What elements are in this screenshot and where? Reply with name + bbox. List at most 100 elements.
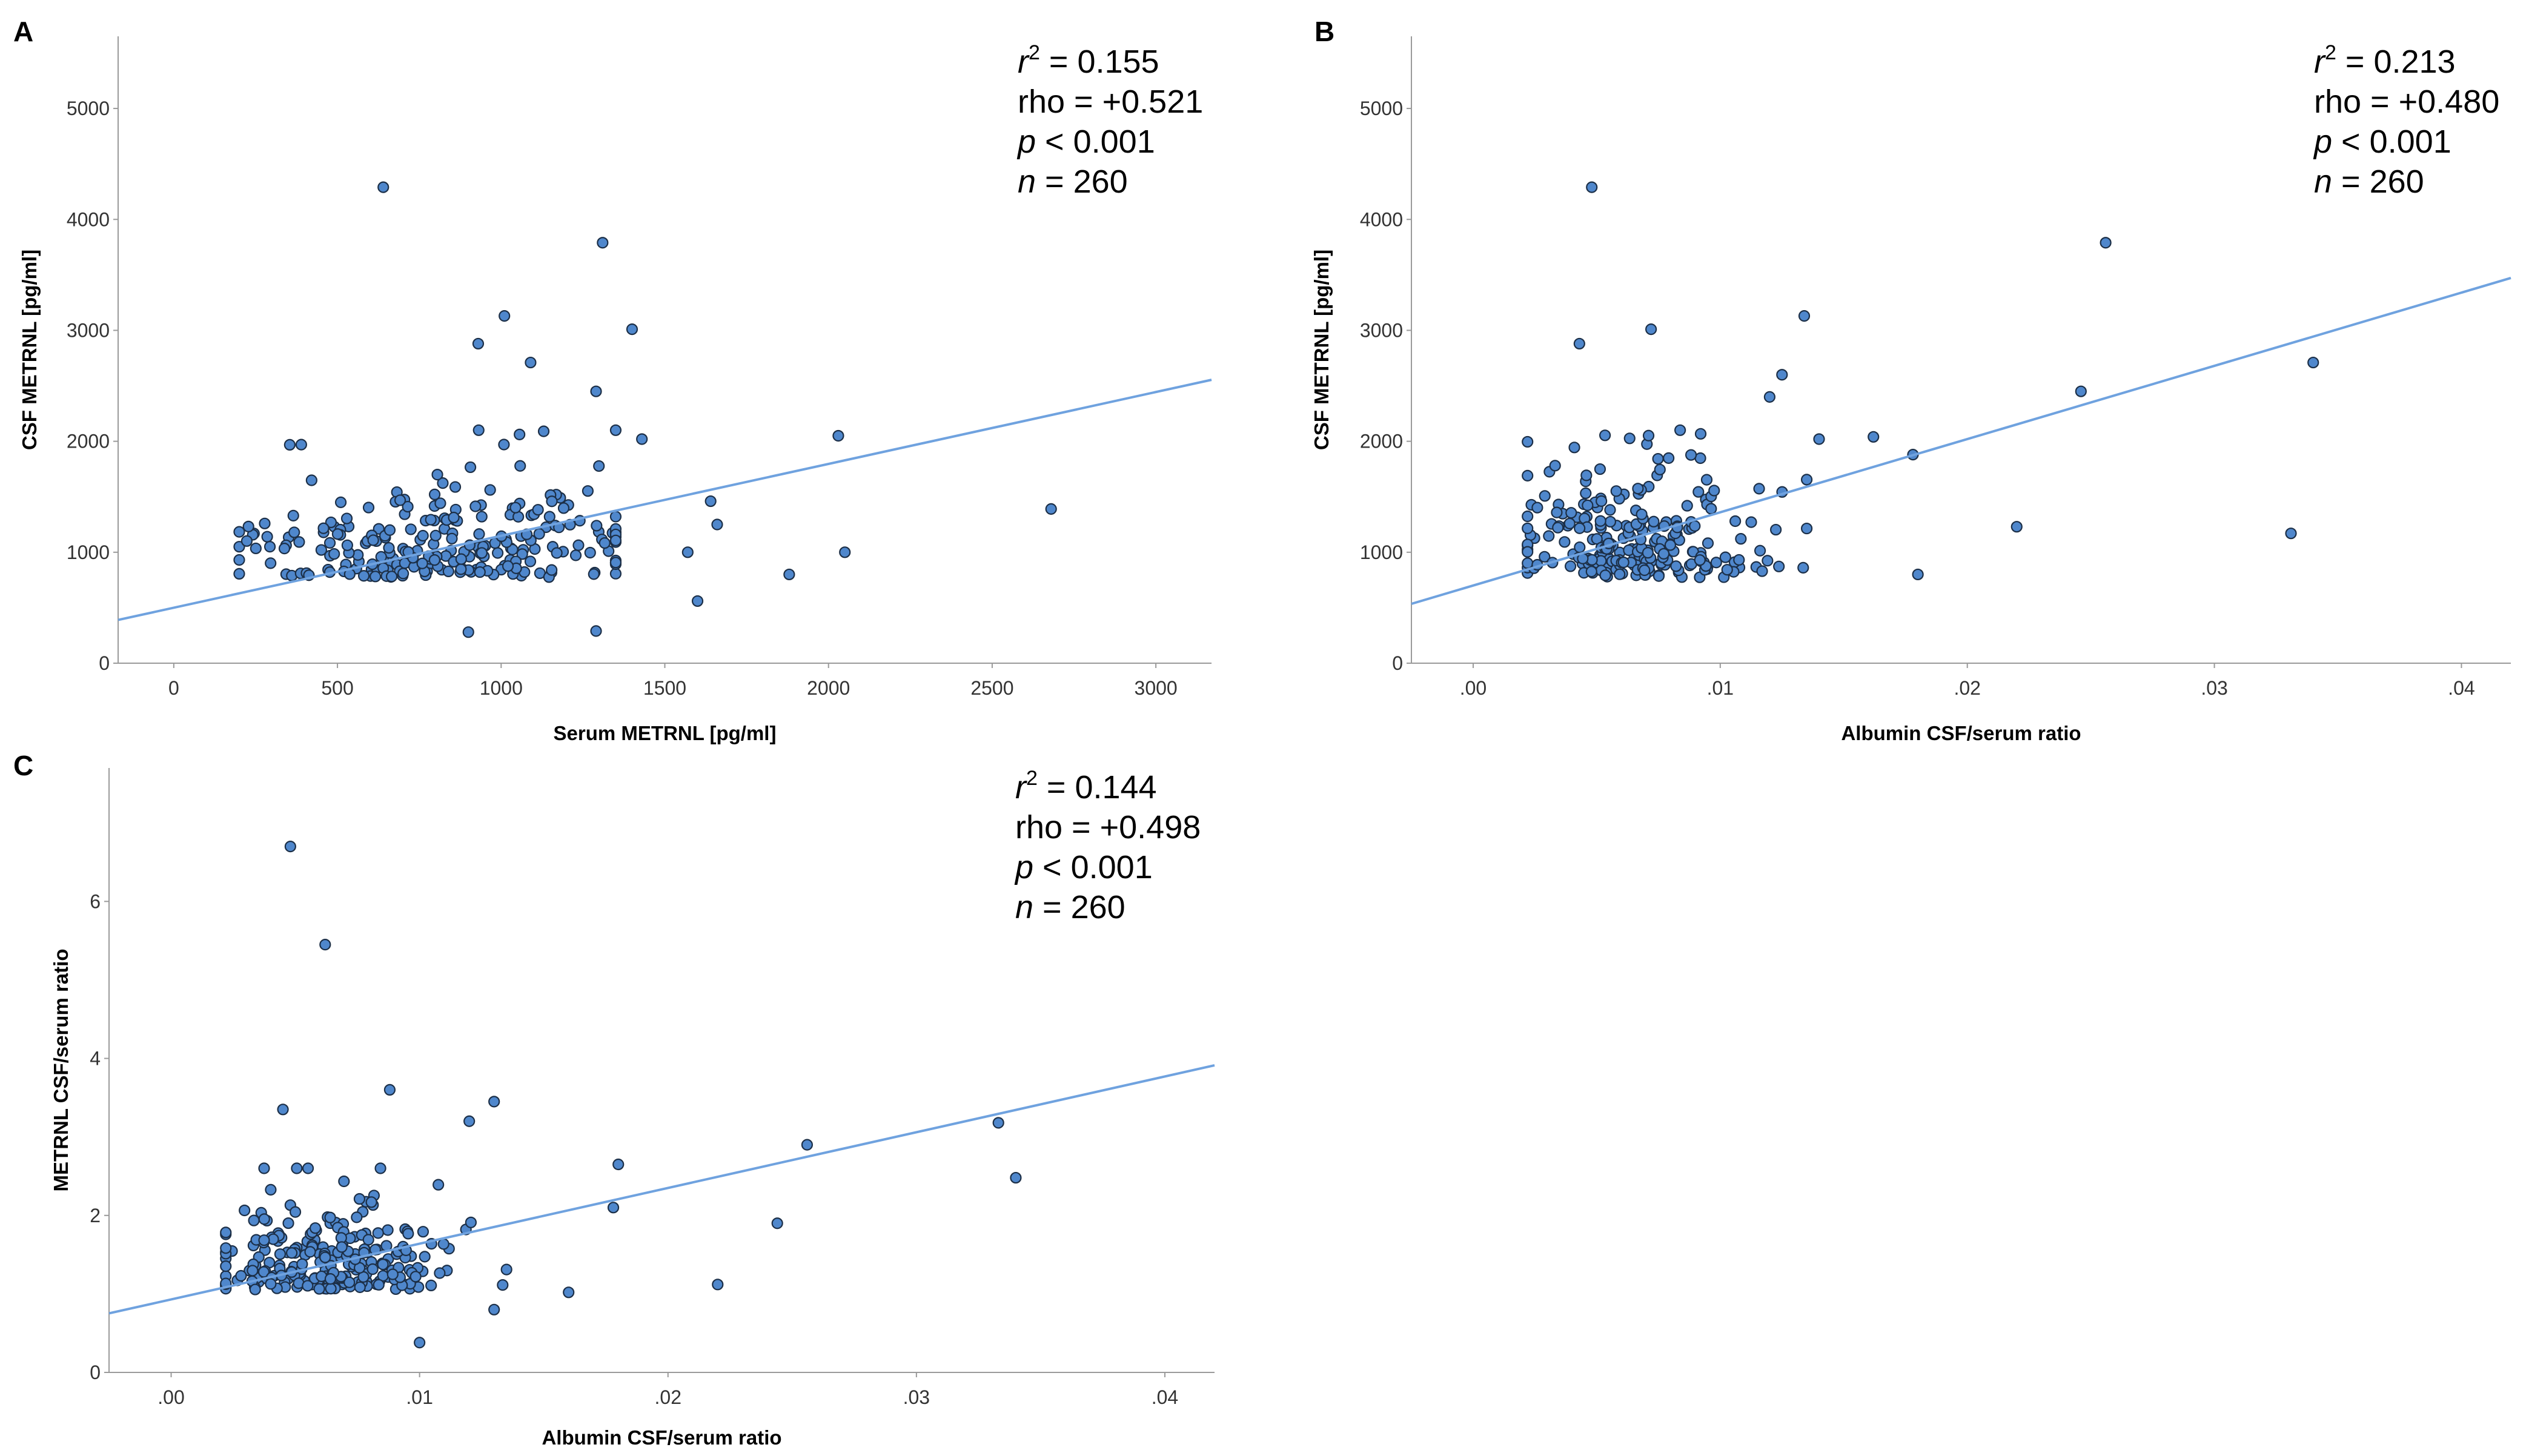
y-tick-label: 6 — [90, 890, 101, 912]
data-point — [1670, 560, 1682, 572]
data-point — [220, 1226, 232, 1239]
data-point — [1694, 554, 1706, 566]
y-tick-label: 2000 — [67, 431, 110, 452]
data-point — [1522, 510, 1534, 523]
data-point — [537, 425, 550, 437]
data-point — [429, 529, 442, 541]
data-point — [1599, 429, 1611, 442]
x-tick-label: .01 — [1707, 677, 1734, 699]
data-point — [1745, 516, 1757, 528]
data-point — [1642, 547, 1654, 559]
data-point — [992, 1117, 1004, 1129]
data-point — [1543, 530, 1555, 542]
data-point — [1664, 539, 1677, 551]
data-point — [261, 531, 273, 543]
data-point — [1702, 537, 1714, 549]
data-point — [309, 1222, 322, 1234]
data-point — [514, 460, 526, 472]
x-tick-label: .04 — [2448, 677, 2475, 699]
data-point — [1596, 495, 1608, 507]
data-point — [372, 1227, 384, 1239]
data-point — [317, 522, 330, 534]
x-tick-label: 3000 — [1135, 677, 1178, 699]
data-point — [1657, 548, 1670, 560]
data-point — [1563, 517, 1576, 529]
y-tick-label: 3000 — [1360, 319, 1403, 341]
data-point — [425, 1279, 437, 1292]
x-tick-label: .02 — [655, 1386, 681, 1408]
data-point — [1574, 541, 1586, 554]
data-point — [331, 528, 344, 540]
data-point — [289, 1206, 302, 1218]
data-point — [1719, 551, 1731, 563]
data-point — [336, 1241, 348, 1253]
x-tick-label: 1500 — [643, 677, 686, 699]
data-point — [233, 568, 245, 580]
data-point — [328, 548, 340, 560]
data-point — [343, 1276, 356, 1288]
data-point — [1754, 544, 1766, 557]
stat-rho: rho = +0.498 — [1015, 809, 1201, 845]
data-point — [463, 1115, 476, 1127]
data-point — [431, 468, 443, 481]
data-point — [362, 501, 375, 514]
stat-rho: rho = +0.521 — [1018, 84, 1203, 120]
data-point — [366, 1263, 379, 1276]
data-point — [1522, 546, 1534, 558]
data-point — [383, 541, 395, 554]
data-point — [1705, 503, 1717, 515]
data-point — [284, 841, 296, 853]
data-point — [1773, 560, 1785, 572]
data-point — [1700, 474, 1713, 486]
data-point — [514, 428, 526, 440]
data-point — [1645, 323, 1657, 336]
data-point — [1604, 504, 1616, 516]
data-point — [557, 502, 570, 514]
data-point — [543, 511, 555, 523]
data-point — [1797, 561, 1809, 574]
data-point — [220, 1260, 232, 1272]
data-point — [433, 1179, 445, 1191]
data-point — [1522, 469, 1534, 481]
data-point — [1604, 515, 1617, 528]
data-point — [2100, 237, 2112, 249]
y-axis-title: CSF METRNL [pg/ml] — [1310, 250, 1333, 450]
x-tick-label: .04 — [1152, 1386, 1178, 1408]
data-point — [1585, 566, 1597, 578]
data-point — [1539, 490, 1551, 502]
data-point — [1763, 391, 1776, 403]
data-point — [1912, 568, 1924, 581]
stat-n: n = 260 — [2314, 164, 2424, 200]
stat-r2: r2 = 0.144 — [1015, 767, 1157, 806]
y-tick-label: 5000 — [1360, 98, 1403, 119]
panel-c: C 0 2 4 6 .00 .01 .02 .03 .04 Albumin CSF/serum ra… — [13, 750, 1215, 1449]
data-point — [609, 557, 622, 569]
data-point — [681, 546, 694, 558]
y-axis-title: CSF METRNL [pg/ml] — [18, 250, 41, 450]
data-point — [1663, 452, 1675, 464]
data-point — [319, 1251, 331, 1263]
data-point — [258, 1213, 270, 1225]
data-point — [1798, 310, 1811, 322]
data-point — [1632, 483, 1644, 495]
data-point — [1689, 520, 1701, 532]
data-point — [1770, 523, 1782, 536]
data-point — [1559, 536, 1571, 548]
data-point — [409, 1271, 422, 1283]
data-point — [239, 1204, 251, 1217]
y-tick-label: 4 — [90, 1048, 101, 1070]
data-point — [1623, 432, 1636, 445]
stat-n: n = 260 — [1018, 164, 1128, 200]
data-point — [265, 1278, 277, 1290]
data-point — [1800, 474, 1813, 486]
panel-letter: A — [13, 16, 33, 47]
data-point — [551, 547, 563, 559]
data-point — [264, 541, 276, 553]
x-tick-label: .00 — [157, 1386, 184, 1408]
data-point — [242, 520, 254, 532]
y-tick-label: 2000 — [1360, 431, 1403, 452]
data-point — [434, 1267, 446, 1279]
data-point — [1813, 433, 1825, 445]
data-point — [354, 1281, 366, 1293]
data-point — [302, 1162, 314, 1174]
